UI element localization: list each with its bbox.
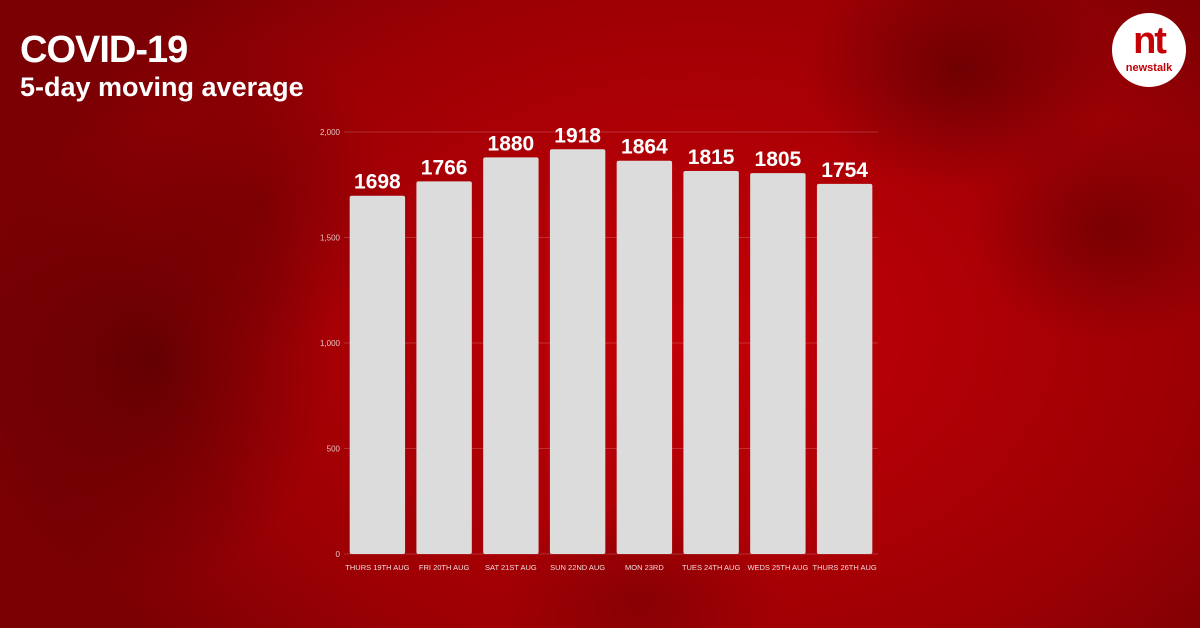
y-tick-label: 500 — [327, 445, 341, 454]
y-tick-label: 2,000 — [320, 128, 341, 137]
x-tick-label: FRI 20TH AUG — [419, 563, 470, 572]
x-tick-label: THURS 19TH AUG — [345, 563, 409, 572]
logo-mark: nt — [1133, 20, 1167, 62]
data-label: 1766 — [421, 156, 468, 179]
logo-wordmark: newstalk — [1125, 62, 1173, 74]
x-tick-label: TUES 24TH AUG — [682, 563, 741, 572]
bar — [750, 173, 806, 554]
y-tick-label: 0 — [336, 550, 341, 559]
bar — [549, 149, 606, 554]
data-label: 1815 — [688, 146, 735, 169]
bar — [416, 181, 472, 554]
data-label: 1698 — [354, 171, 401, 194]
x-tick-label: WEDS 25TH AUG — [747, 563, 808, 572]
bar — [816, 183, 873, 554]
bar — [349, 195, 406, 555]
data-label: 1918 — [554, 124, 601, 147]
chart-title: COVID-19 — [20, 29, 188, 71]
data-label: 1864 — [621, 136, 668, 159]
x-tick-label: MON 23RD — [625, 563, 664, 572]
x-tick-label: THURS 26TH AUG — [813, 563, 877, 572]
data-label: 1880 — [488, 132, 535, 155]
bar — [683, 171, 739, 554]
data-label: 1805 — [755, 148, 802, 171]
newstalk-logo: nt newstalk — [1112, 13, 1186, 87]
bar — [616, 160, 673, 555]
x-tick-label: SAT 21ST AUG — [485, 563, 537, 572]
bar — [483, 157, 539, 554]
y-tick-label: 1,000 — [320, 339, 341, 348]
x-tick-label: SUN 22ND AUG — [550, 563, 605, 572]
y-tick-label: 1,500 — [320, 234, 341, 243]
data-label: 1754 — [821, 159, 868, 182]
chart-subtitle: 5-day moving average — [20, 72, 304, 102]
